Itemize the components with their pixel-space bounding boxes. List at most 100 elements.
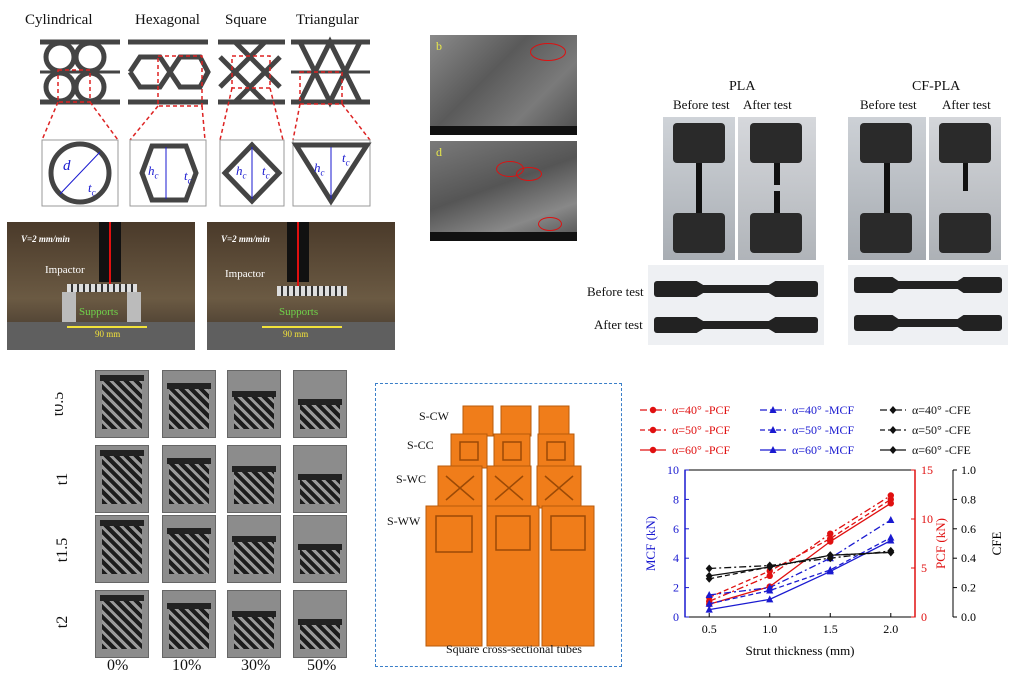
series-line-0 xyxy=(708,494,892,602)
legend-marker-8 xyxy=(889,446,897,454)
crush-photo-r1c2 xyxy=(227,445,281,513)
data-point-2-3 xyxy=(887,500,894,507)
row-label-t15: t1.5 xyxy=(55,537,72,563)
dim-hc-tri: hc xyxy=(314,160,325,178)
cfpla-after-label: After test xyxy=(942,97,991,112)
crush-photo-r0c0 xyxy=(95,370,149,438)
legend-marker-4 xyxy=(769,426,777,433)
pcf-tick-label: 15 xyxy=(921,463,933,477)
tube-label-scw: S-CW xyxy=(419,409,449,423)
tube-label-swc: S-WC xyxy=(396,472,426,486)
cfpla-before-label: Before test xyxy=(860,97,917,112)
row-after-label: After test xyxy=(594,317,643,332)
impact-test-photo-2: V=2 mm/min Impactor Supports 90 mm xyxy=(207,222,395,350)
cfe-tick-label: 0.0 xyxy=(961,610,976,624)
dim-hc-sq: hc xyxy=(236,163,247,181)
row-label-t2: t2 xyxy=(55,615,72,629)
legend-label-5: α=60° -MCF xyxy=(792,443,855,457)
force-efficiency-chart: 0.5 1.0 1.5 2.0 Strut thickness (mm) 0 2 4 6 8 10 M… xyxy=(640,403,1004,658)
impactor-label-2: Impactor xyxy=(225,268,265,280)
crush-photo-r2c0 xyxy=(95,515,149,583)
x-tick-label: 1.0 xyxy=(762,622,777,636)
crush-grid-panel: t0.5 t1 t1.5 t2 0% 10% 30% 50% xyxy=(55,365,360,685)
col-label-30: 30% xyxy=(241,657,271,674)
crush-photo-r3c1 xyxy=(162,590,216,658)
series-line-2 xyxy=(709,502,892,605)
pla-specimens-photo xyxy=(648,265,824,345)
legend-label-1: α=50° -PCF xyxy=(672,423,731,437)
supports-label-2: Supports xyxy=(279,306,319,318)
crush-photo-r0c3 xyxy=(293,370,347,438)
cfe-tick-label: 0.6 xyxy=(961,522,976,536)
sem-image-d: d xyxy=(430,141,577,241)
legend-marker-2 xyxy=(649,446,657,454)
data-point-0-1 xyxy=(766,572,773,580)
pla-before-photo xyxy=(663,117,735,260)
data-point-8-1 xyxy=(766,563,774,572)
supports-label-1: Supports xyxy=(79,306,119,318)
mcf-tick-label: 10 xyxy=(667,463,679,477)
data-point-8-2 xyxy=(826,551,834,560)
row-label-t1: t1 xyxy=(55,472,72,486)
sem-tag-d: d xyxy=(436,145,442,159)
legend-label-8: α=60° -CFE xyxy=(912,443,971,457)
data-point-5-1 xyxy=(766,595,774,603)
data-point-5-2 xyxy=(826,567,834,575)
dim-tc-hex: tc xyxy=(184,168,192,186)
plot-frame xyxy=(684,469,916,618)
mcf-tick-label: 8 xyxy=(673,492,679,506)
mcf-tick-label: 4 xyxy=(673,551,679,565)
data-point-8-3 xyxy=(887,548,895,557)
mcf-tick-label: 6 xyxy=(673,522,679,536)
mcf-axis-label: MCF (kN) xyxy=(643,516,658,571)
series-line-5 xyxy=(709,539,892,611)
pla-before-label: Before test xyxy=(673,97,730,112)
data-point-0-2 xyxy=(827,530,834,537)
tube-label-sww: S-WW xyxy=(387,514,421,528)
label-square: Square xyxy=(225,12,267,28)
crush-photo-r3c0 xyxy=(95,590,149,658)
tensile-test-panel: PLA CF-PLA Before test After test Before… xyxy=(580,75,1017,355)
span-label-2: 90 mm xyxy=(283,329,309,339)
series-line-3 xyxy=(709,519,892,596)
crush-photo-r2c3 xyxy=(293,515,347,583)
legend-marker-1 xyxy=(649,426,657,434)
cfe-tick-label: 0.4 xyxy=(961,551,976,565)
sem-tag-b: b xyxy=(436,39,442,53)
pcf-axis-label: PCF (kN) xyxy=(933,518,948,569)
series-line-7 xyxy=(709,551,891,580)
x-axis-label: Strut thickness (mm) xyxy=(745,643,854,658)
legend-marker-3 xyxy=(769,406,777,413)
cfe-tick-label: 0.8 xyxy=(961,492,976,506)
crush-photo-r3c2 xyxy=(227,590,281,658)
data-point-4-0 xyxy=(705,599,713,607)
cell-shapes-panel: Cylindrical Hexagonal Square Triangular xyxy=(0,0,400,215)
series-line-4 xyxy=(709,537,892,605)
cell-shapes-drawing xyxy=(40,36,372,207)
legend-marker-5 xyxy=(769,446,777,453)
col-label-50: 50% xyxy=(307,657,337,674)
tubes-drawing xyxy=(425,405,595,647)
cfe-tick-label: 1.0 xyxy=(961,463,976,477)
dim-tc-tri: tc xyxy=(342,150,350,168)
x-tick-label: 2.0 xyxy=(883,622,898,636)
label-cylindrical: Cylindrical xyxy=(25,12,93,28)
tube-label-scc: S-CC xyxy=(407,438,434,452)
row-label-t05: t0.5 xyxy=(55,391,68,417)
crush-photo-r1c1 xyxy=(162,445,216,513)
legend-label-3: α=40° -MCF xyxy=(792,403,855,417)
group-cfpla-label: CF-PLA xyxy=(912,79,961,94)
x-tick-label: 0.5 xyxy=(702,622,717,636)
tubes-caption: Square cross-sectional tubes xyxy=(446,642,582,656)
legend-marker-7 xyxy=(889,426,897,434)
data-point-2-2 xyxy=(827,538,834,545)
tubes-panel: S-CW S-CC S-WC S-WW Square cross-section… xyxy=(375,383,622,667)
pcf-tick-label: 5 xyxy=(921,561,927,575)
crush-photo-r1c3 xyxy=(293,445,347,513)
cfe-tick-label: 0.2 xyxy=(961,581,976,595)
data-point-6-0 xyxy=(705,564,713,573)
legend-label-2: α=60° -PCF xyxy=(672,443,731,457)
crush-photo-r0c2 xyxy=(227,370,281,438)
sem-image-b: b xyxy=(430,35,577,135)
crush-photo-r2c1 xyxy=(162,515,216,583)
